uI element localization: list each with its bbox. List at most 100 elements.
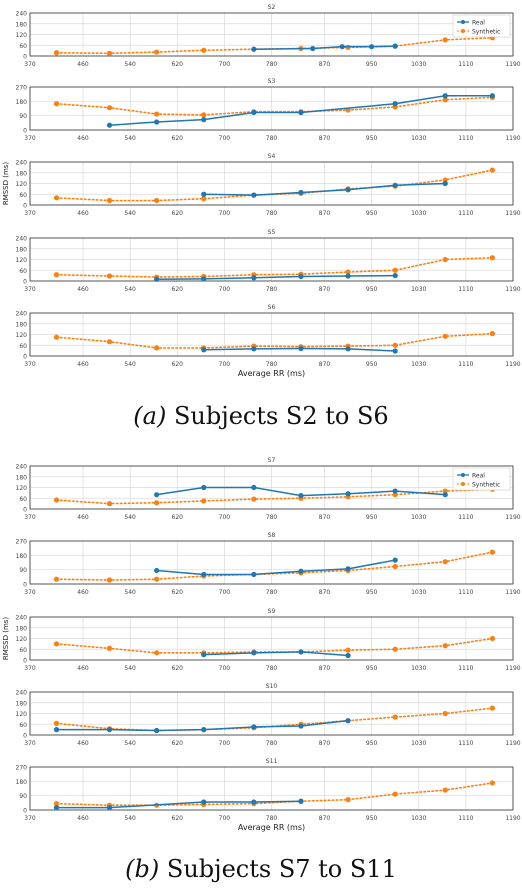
y-tick-label: 180 — [16, 474, 28, 481]
x-tick-label: 700 — [219, 286, 231, 293]
x-tick-label: 540 — [124, 361, 136, 368]
x-tick-label: 870 — [319, 589, 331, 596]
x-tick-label: 950 — [366, 135, 378, 142]
x-tick-label: 700 — [219, 740, 231, 747]
data-point-real — [251, 799, 257, 805]
plot-frame — [29, 312, 514, 357]
subplot-title: S10 — [266, 683, 278, 690]
plot-frame — [29, 237, 514, 282]
data-point-synthetic — [392, 646, 398, 652]
x-tick-label: 780 — [266, 210, 278, 217]
data-point-real — [489, 93, 495, 99]
y-tick-label: 240 — [16, 615, 28, 622]
x-tick-label: 1110 — [458, 665, 473, 672]
data-point-synthetic — [201, 498, 207, 504]
data-point-real — [154, 567, 160, 574]
data-point-synthetic — [442, 710, 448, 717]
x-tick-label: 870 — [319, 815, 331, 822]
x-tick-label: 1190 — [505, 815, 520, 822]
y-tick-label: 60 — [19, 268, 27, 275]
y-tick-label: 180 — [16, 321, 28, 328]
x-axis-label: Average RR (ms) — [238, 369, 305, 378]
x-tick-label: 620 — [172, 665, 184, 672]
x-tick-label: 460 — [77, 286, 89, 293]
y-tick-label: 120 — [16, 485, 28, 492]
x-tick-label: 370 — [24, 740, 36, 747]
x-tick-label: 540 — [124, 210, 136, 217]
x-tick-label: 370 — [24, 589, 36, 596]
data-point-real — [201, 484, 207, 491]
data-point-real — [345, 346, 351, 352]
y-tick-label: 240 — [16, 160, 28, 167]
x-tick-label: 1030 — [411, 61, 426, 68]
y-tick-label: 60 — [19, 192, 27, 199]
data-point-real — [201, 571, 207, 578]
data-point-real — [251, 650, 257, 656]
y-tick-label: 180 — [16, 553, 28, 560]
caption-a: (a) Subjects S2 to S6 — [0, 402, 522, 430]
series-line-synthetic — [55, 637, 494, 654]
data-point-synthetic — [154, 576, 160, 582]
data-point-synthetic — [345, 269, 351, 275]
x-tick-label: 1190 — [505, 740, 520, 747]
plot-frame — [29, 691, 514, 736]
series-line-synthetic — [55, 96, 494, 116]
x-tick-label: 870 — [319, 514, 331, 521]
data-point-synthetic — [442, 559, 448, 565]
data-point-real — [201, 117, 207, 123]
data-point-real — [345, 652, 351, 659]
legend-marker — [461, 473, 465, 477]
x-tick-label: 1030 — [411, 740, 426, 747]
x-tick-label: 370 — [24, 135, 36, 142]
data-point-synthetic — [442, 177, 448, 183]
y-tick-label: 0 — [23, 54, 27, 61]
y-tick-label: 180 — [16, 779, 28, 786]
series-line-real — [156, 559, 396, 576]
x-tick-label: 700 — [219, 514, 231, 521]
x-tick-label: 950 — [366, 740, 378, 747]
x-tick-label: 540 — [124, 815, 136, 822]
data-point-real — [201, 727, 207, 733]
data-point-synthetic — [106, 501, 113, 507]
data-point-synthetic — [154, 49, 160, 55]
x-tick-label: 460 — [77, 135, 89, 142]
data-point-synthetic — [106, 50, 113, 56]
x-tick-label: 1030 — [411, 210, 426, 217]
data-point-synthetic — [442, 333, 448, 339]
x-tick-label: 780 — [266, 135, 278, 142]
y-tick-label: 120 — [16, 181, 28, 188]
y-tick-label: 0 — [23, 203, 27, 210]
data-point-real — [201, 799, 207, 805]
legend-label: Synthetic — [472, 28, 500, 35]
data-point-real — [154, 727, 160, 734]
data-point-real — [442, 180, 448, 187]
x-tick-label: 780 — [266, 61, 278, 68]
data-point-synthetic — [442, 37, 448, 43]
legend-label: Synthetic — [472, 481, 500, 488]
data-point-real — [392, 348, 398, 354]
y-tick-label: 0 — [23, 507, 27, 514]
caption-a-label: (a) — [133, 402, 167, 430]
x-tick-label: 1030 — [411, 135, 426, 142]
data-point-synthetic — [106, 645, 113, 651]
data-point-real — [251, 192, 257, 198]
data-point-synthetic — [442, 643, 448, 649]
series-line-synthetic — [55, 256, 494, 278]
data-point-real — [392, 182, 398, 188]
x-tick-label: 950 — [366, 589, 378, 596]
data-point-synthetic — [392, 267, 398, 273]
data-point-synthetic — [154, 345, 160, 351]
data-point-real — [251, 46, 257, 52]
x-tick-label: 1190 — [505, 210, 520, 217]
y-tick-label: 240 — [16, 11, 28, 18]
y-tick-label: 0 — [23, 279, 27, 286]
series-line-synthetic — [55, 551, 494, 581]
data-point-real — [298, 345, 304, 352]
y-tick-label: 120 — [16, 636, 28, 643]
data-point-real — [106, 122, 113, 128]
x-tick-label: 780 — [266, 361, 278, 368]
data-point-synthetic — [345, 647, 351, 653]
data-point-synthetic — [53, 50, 60, 56]
x-tick-label: 620 — [172, 740, 184, 747]
y-tick-label: 60 — [19, 647, 27, 654]
